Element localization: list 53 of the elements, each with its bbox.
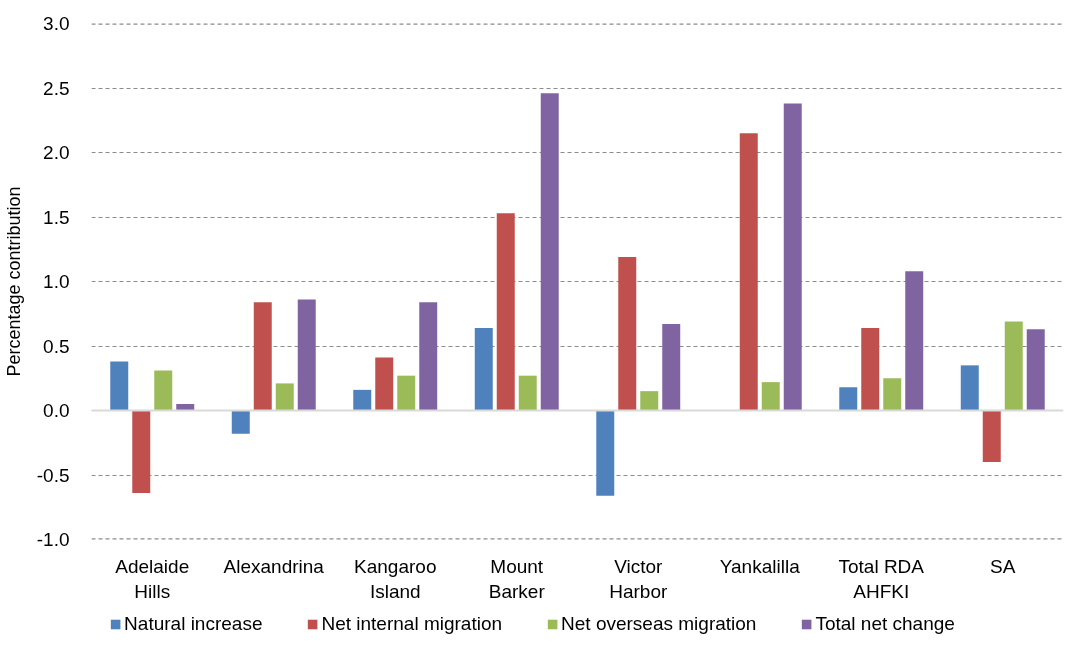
bar — [739, 133, 758, 411]
y-tick-label: 1.5 — [43, 206, 70, 228]
bar — [297, 299, 316, 411]
bar — [397, 375, 416, 411]
y-tick-label: 0.0 — [43, 400, 70, 421]
bar — [132, 410, 151, 494]
bar — [540, 93, 559, 411]
bar — [253, 302, 272, 411]
bar — [419, 302, 438, 411]
bar — [518, 375, 537, 411]
legend-label: Net internal migration — [321, 613, 503, 635]
legend-label: Net overseas migration — [561, 613, 757, 635]
y-tick-label: 0.5 — [43, 335, 70, 357]
legend-label: Natural increase — [124, 613, 263, 635]
y-tick-label: -1.0 — [36, 529, 70, 550]
y-axis-title: Percentage contribution — [3, 186, 24, 377]
y-tick-label: -0.5 — [36, 464, 70, 486]
bar — [783, 103, 802, 411]
bar — [839, 387, 858, 411]
bar — [618, 256, 637, 411]
y-tick-label: 3.0 — [43, 13, 70, 34]
x-tick-label: Kangaroo Island — [354, 555, 437, 602]
y-tick-label: 2.0 — [43, 142, 70, 163]
bar — [474, 327, 493, 411]
bar — [496, 213, 515, 411]
bar — [960, 365, 979, 411]
bar — [176, 404, 195, 411]
bar — [905, 271, 924, 411]
bar — [861, 327, 880, 411]
bar — [154, 370, 173, 411]
bar — [883, 378, 902, 411]
bar — [1004, 321, 1023, 411]
bar — [640, 391, 659, 411]
bar — [275, 383, 294, 411]
x-tick-label: Victor Harbor — [609, 555, 668, 602]
bar — [231, 410, 250, 434]
bar — [353, 389, 372, 411]
x-tick-label: Mount Barker — [488, 555, 546, 602]
legend-label: Total net change — [815, 613, 955, 635]
bar — [662, 324, 681, 411]
x-tick-label: Alexandrina — [223, 555, 325, 577]
y-tick-label: 1.0 — [43, 271, 70, 292]
bar — [596, 410, 615, 496]
bar — [982, 410, 1001, 463]
bar — [761, 382, 780, 411]
x-tick-label: SA — [990, 555, 1016, 577]
bar — [1026, 329, 1045, 411]
bar — [110, 361, 129, 411]
x-tick-label: Yankalilla — [719, 555, 801, 577]
y-tick-label: 2.5 — [43, 77, 70, 99]
x-tick-label: Adelaide Hills — [115, 555, 190, 602]
x-tick-label: Total RDA AHFKI — [838, 555, 925, 602]
bar — [375, 357, 394, 411]
